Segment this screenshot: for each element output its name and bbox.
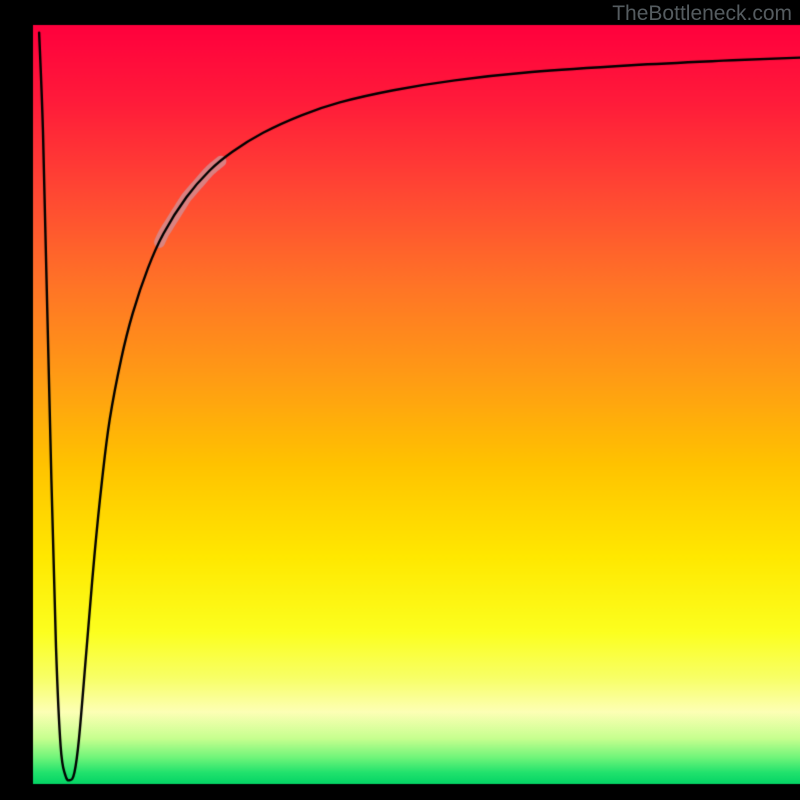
bottleneck-chart-canvas [0,0,800,800]
chart-stage: TheBottleneck.com [0,0,800,800]
